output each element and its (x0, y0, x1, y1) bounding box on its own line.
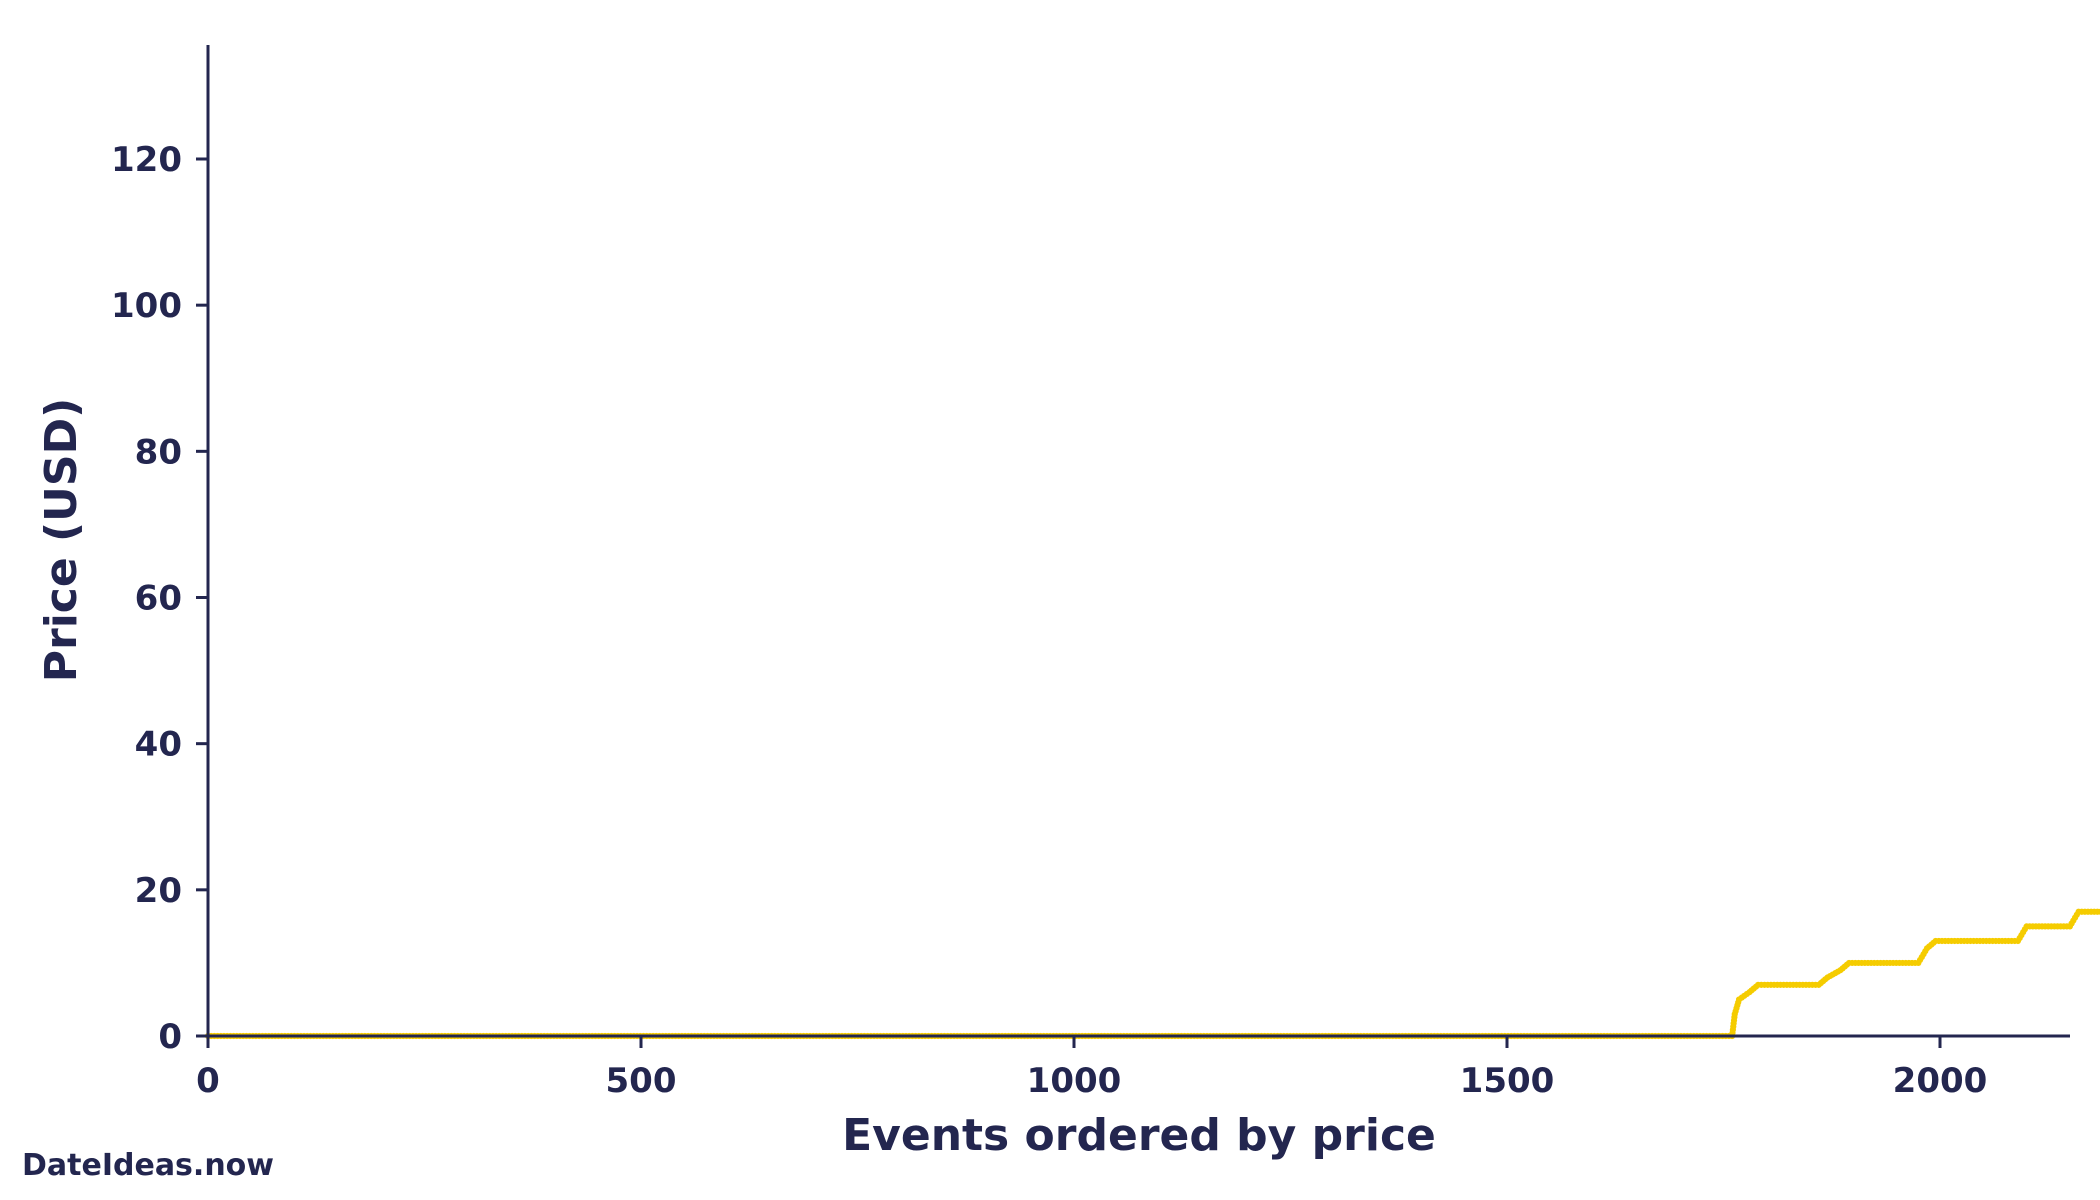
y-tick-label: 40 (135, 725, 182, 765)
data-point (2097, 908, 2100, 915)
y-tick-label: 60 (135, 579, 182, 619)
data-points (204, 908, 2100, 1040)
x-axis-ticks: 0500100015002000250030003500 (196, 1036, 1988, 1101)
y-tick-label: 0 (158, 1017, 182, 1057)
y-axis-title: Price (USD) (36, 398, 87, 682)
y-tick-label: 100 (111, 286, 182, 326)
x-tick-label: 1000 (1027, 1061, 1122, 1101)
y-tick-label: 20 (135, 871, 182, 911)
x-tick-label: 1500 (1460, 1061, 1555, 1101)
watermark-logo: DateIdeas.now (22, 1148, 274, 1183)
x-tick-label: 0 (196, 1061, 220, 1101)
y-tick-label: 120 (111, 140, 182, 180)
x-tick-label: 500 (606, 1061, 677, 1101)
x-tick-label: 2000 (1893, 1061, 1988, 1101)
y-axis-ticks: 0 20 40 60 80 100 120 (111, 140, 208, 1057)
x-axis-title: Events ordered by price (842, 1110, 1436, 1161)
y-tick-label: 80 (135, 432, 182, 472)
